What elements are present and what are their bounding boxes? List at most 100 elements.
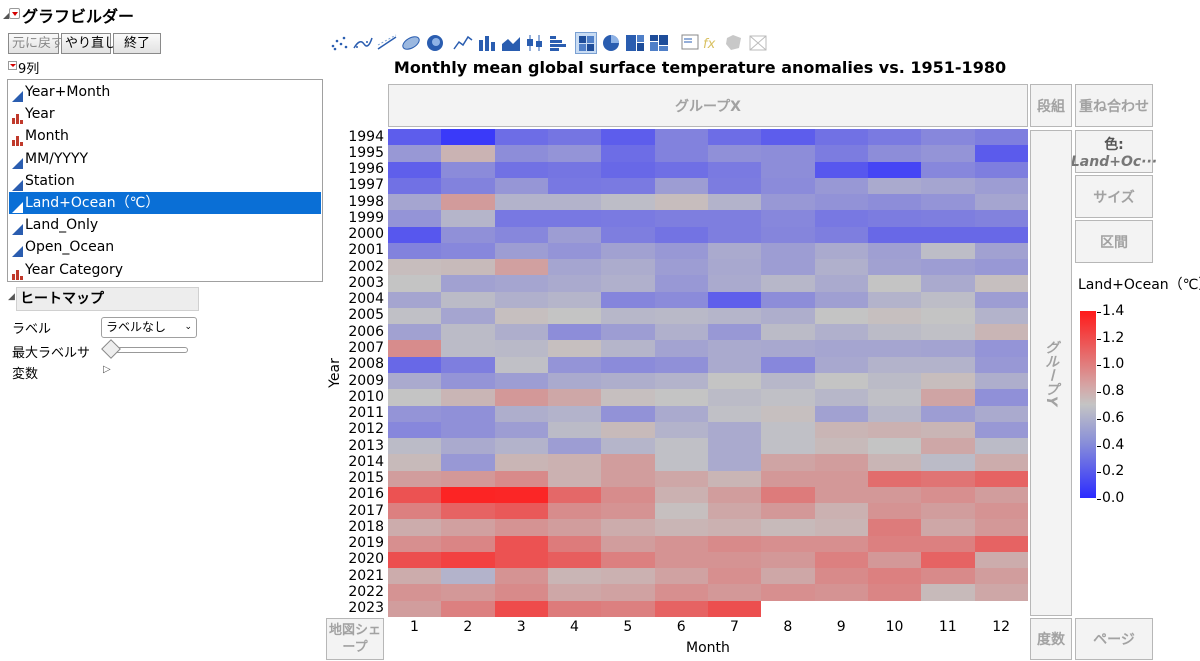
heatmap-cell[interactable] <box>708 584 762 602</box>
heatmap-cell[interactable] <box>548 324 602 341</box>
heatmap-cell[interactable] <box>654 275 709 293</box>
heatmap-cell[interactable] <box>761 421 816 439</box>
heatmap-cell[interactable] <box>814 584 869 602</box>
heatmap-cell[interactable] <box>388 275 442 293</box>
heatmap-cell[interactable] <box>548 226 602 244</box>
heatmap-cell[interactable] <box>601 568 656 585</box>
heatmap-cell[interactable] <box>868 454 922 472</box>
heatmap-cell[interactable] <box>708 194 762 211</box>
heatmap-cell[interactable] <box>548 535 602 553</box>
area-icon[interactable] <box>500 32 522 54</box>
heatmap-cell[interactable] <box>814 503 869 520</box>
heatmap-cell[interactable] <box>388 405 442 423</box>
heatmap-cell[interactable] <box>708 421 762 439</box>
heatmap-cell[interactable] <box>814 307 869 325</box>
heatmap-cell[interactable] <box>388 324 442 341</box>
heatmap-cell[interactable] <box>601 470 656 488</box>
heatmap-cell[interactable] <box>601 405 656 423</box>
heatmap-cell[interactable] <box>388 129 442 146</box>
heatmap-cell[interactable] <box>868 438 922 455</box>
heatmap-cell[interactable] <box>761 129 816 146</box>
heatmap-cell[interactable] <box>494 356 549 374</box>
heatmap-cell[interactable] <box>388 145 442 163</box>
heatmap-cell[interactable] <box>761 259 816 276</box>
heatmap-cell[interactable] <box>974 470 1029 488</box>
heatmap-cell[interactable] <box>654 486 709 504</box>
heatmap-cell[interactable] <box>868 324 922 341</box>
heatmap-cell[interactable] <box>654 307 709 325</box>
collapse-triangle-icon[interactable]: ◢ <box>3 11 10 20</box>
label-select[interactable]: ラベルなし ⌄ <box>101 317 197 338</box>
heatmap-cell[interactable] <box>761 438 816 455</box>
heatmap-cell[interactable] <box>921 275 976 293</box>
heatmap-cell[interactable] <box>654 373 709 390</box>
heatmap-cell[interactable] <box>761 519 816 537</box>
heatmap-cell[interactable] <box>868 356 922 374</box>
line-of-fit-icon[interactable] <box>376 32 398 54</box>
heatmap-cell[interactable] <box>708 226 762 244</box>
heatmap-cell[interactable] <box>601 454 656 472</box>
heatmap-cell[interactable] <box>494 210 549 228</box>
histogram-icon[interactable] <box>548 32 570 54</box>
heatmap-cell[interactable] <box>708 129 762 146</box>
heatmap-cell[interactable] <box>388 177 442 195</box>
heatmap-cell[interactable] <box>974 291 1029 309</box>
heatmap-cell[interactable] <box>654 324 709 341</box>
heatmap-cell[interactable] <box>814 177 869 195</box>
heatmap-cell[interactable] <box>921 421 976 439</box>
heatmap-cell[interactable] <box>654 454 709 472</box>
heatmap-cell[interactable] <box>868 161 922 179</box>
heatmap-cell[interactable] <box>814 486 869 504</box>
heatmap-cell[interactable] <box>761 503 816 520</box>
heatmap-cell[interactable] <box>441 226 496 244</box>
heatmap-cell[interactable] <box>921 438 976 455</box>
heatmap-cell[interactable] <box>601 600 656 618</box>
heatmap-cell[interactable] <box>494 568 549 585</box>
heatmap-cell[interactable] <box>761 551 816 569</box>
heatmap-cell[interactable] <box>654 568 709 585</box>
heatmap-cell[interactable] <box>708 535 762 553</box>
heatmap-cell[interactable] <box>601 226 656 244</box>
heatmap-cell[interactable] <box>441 275 496 293</box>
heatmap-cell[interactable] <box>388 421 442 439</box>
heatmap-cell[interactable] <box>388 340 442 358</box>
heatmap-cell[interactable] <box>814 259 869 276</box>
heatmap-cell[interactable] <box>441 307 496 325</box>
heatmap-plot[interactable] <box>388 129 1029 618</box>
heatmap-cell[interactable] <box>974 210 1029 228</box>
heatmap-cell[interactable] <box>441 405 496 423</box>
heatmap-cell[interactable] <box>761 324 816 341</box>
heatmap-cell[interactable] <box>974 584 1029 602</box>
heatmap-cell[interactable] <box>974 535 1029 553</box>
heatmap-cell[interactable] <box>441 389 496 407</box>
heatmap-cell[interactable] <box>868 535 922 553</box>
heatmap-cell[interactable] <box>814 226 869 244</box>
heatmap-cell[interactable] <box>388 551 442 569</box>
heatmap-cell[interactable] <box>708 275 762 293</box>
heatmap-cell[interactable] <box>494 486 549 504</box>
heatmap-cell[interactable] <box>441 324 496 341</box>
heatmap-cell[interactable] <box>814 291 869 309</box>
heatmap-cell[interactable] <box>654 519 709 537</box>
heatmap-cell[interactable] <box>868 584 922 602</box>
heatmap-cell[interactable] <box>708 210 762 228</box>
heatmap-cell[interactable] <box>441 259 496 276</box>
heatmap-cell[interactable] <box>814 438 869 455</box>
heatmap-cell[interactable] <box>868 307 922 325</box>
heatmap-cell[interactable] <box>388 307 442 325</box>
heatmap-cell[interactable] <box>388 356 442 374</box>
heatmap-cell[interactable] <box>548 242 602 260</box>
heatmap-cell[interactable] <box>601 389 656 407</box>
heatmap-cell[interactable] <box>761 568 816 585</box>
heatmap-cell[interactable] <box>761 194 816 211</box>
heatmap-cell[interactable] <box>974 405 1029 423</box>
heatmap-cell[interactable] <box>441 486 496 504</box>
heatmap-cell[interactable] <box>441 584 496 602</box>
heatmap-cell[interactable] <box>654 129 709 146</box>
heatmap-cell[interactable] <box>548 373 602 390</box>
heatmap-cell[interactable] <box>974 519 1029 537</box>
heatmap-cell[interactable] <box>868 600 922 618</box>
heatmap-cell[interactable] <box>868 405 922 423</box>
heatmap-cell[interactable] <box>814 275 869 293</box>
heatmap-cell[interactable] <box>761 242 816 260</box>
